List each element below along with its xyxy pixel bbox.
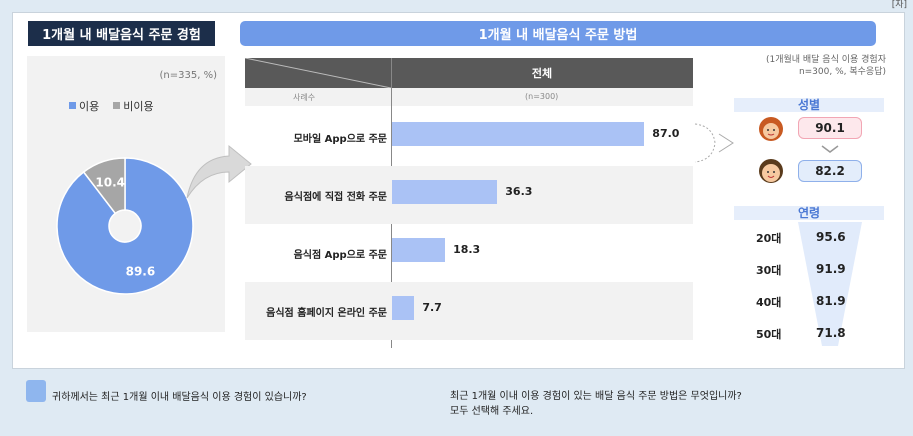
legend-item-nonuse: 비이용 (113, 98, 154, 114)
question-2-line2: 모두 선택해 주세요. (450, 406, 534, 417)
bar-value-2: 18.3 (453, 243, 481, 256)
donut-slice-1 (82, 157, 126, 215)
arrow-right-icon (694, 123, 734, 163)
age-label-2: 40대 (756, 296, 782, 309)
donut-panel: (n=335, %) 이용 비이용 89.6 10.4 (27, 56, 225, 332)
donut-label-0: 89.6 (126, 264, 156, 278)
bar-3 (392, 296, 415, 320)
age-value-0: 95.6 (816, 230, 846, 244)
left-title: 1개월 내 배달음식 주문 경험 (28, 21, 215, 46)
bar-label-1: 음식점에 직접 전화 주문 (284, 192, 387, 203)
gender-title: 성별 (734, 98, 884, 112)
method-bar-chart: 전체 사례수 (n=300) 모바일 App으로 주문 87.0 음식점에 직접 전… (245, 58, 693, 348)
demographic-note-line1: (1개월내 배달 음식 이용 경험자 (765, 55, 886, 65)
bar-2 (392, 238, 446, 262)
male-face-icon (759, 159, 783, 183)
donut-label-1: 10.4 (95, 175, 125, 189)
legend-item-use: 이용 (69, 98, 99, 114)
bar-value-1: 36.3 (505, 185, 533, 198)
demographic-note-line2: n=300, %, 복수응답) (798, 67, 886, 77)
bar-label-2: 음식점 App으로 주문 (293, 250, 387, 261)
age-label-3: 50대 (756, 328, 782, 341)
question-2-line1: 최근 1개월 이내 이용 경험이 있는 배달 음식 주문 방법은 무엇입니까? (450, 391, 742, 402)
sample-row: 사례수 (n=300) (245, 88, 693, 106)
bar-0 (392, 122, 645, 146)
bar-value-3: 7.7 (422, 301, 442, 314)
question-icon (26, 380, 46, 402)
arrow-curve-icon (186, 144, 252, 199)
row-band-3 (245, 282, 693, 340)
age-value-1: 91.9 (816, 262, 846, 276)
age-value-2: 81.9 (816, 294, 846, 308)
legend-label-use: 이용 (79, 100, 100, 113)
gender-female-value: 90.1 (798, 117, 862, 139)
donut-note: (n=335, %) (159, 70, 217, 81)
chevron-down-icon (821, 145, 839, 153)
right-title: 1개월 내 배달음식 주문 방법 (240, 21, 876, 46)
demographic-panel: (1개월내 배달 음식 이용 경험자 n=300, %, 복수응답) 성별 90… (720, 50, 900, 350)
donut-slice-0 (56, 157, 194, 295)
age-title: 연령 (734, 206, 884, 220)
corner-label: [자] (891, 0, 907, 10)
age-funnel (798, 222, 862, 346)
age-label-0: 20대 (756, 232, 782, 245)
question-1: 귀하께서는 최근 1개월 이내 배달음식 이용 경험이 있습니까? (52, 392, 307, 403)
donut-chart: 89.6 10.4 (56, 157, 194, 295)
bar-1 (392, 180, 498, 204)
age-label-1: 30대 (756, 264, 782, 277)
question-2: 최근 1개월 이내 이용 경험이 있는 배달 음식 주문 방법은 무엇입니까? … (450, 389, 742, 419)
female-face-icon (759, 117, 783, 141)
sample-label: 사례수 (293, 93, 316, 102)
demographic-note: (1개월내 배달 음식 이용 경험자 n=300, %, 복수응답) (766, 54, 886, 78)
age-value-3: 71.8 (816, 326, 846, 340)
legend-swatch-nonuse (113, 102, 121, 109)
legend-swatch-use (69, 102, 76, 109)
bar-label-0: 모바일 App으로 주문 (293, 134, 387, 145)
bar-label-3: 음식점 홈페이지 온라인 주문 (266, 308, 387, 319)
header-diagonal (245, 58, 391, 88)
header-total: 전체 (391, 58, 693, 88)
donut-legend: 이용 비이용 (69, 98, 154, 114)
sample-value: (n=300) (525, 92, 559, 101)
gender-male-value: 82.2 (798, 160, 862, 182)
legend-label-nonuse: 비이용 (123, 100, 154, 113)
bar-value-0: 87.0 (652, 127, 680, 140)
